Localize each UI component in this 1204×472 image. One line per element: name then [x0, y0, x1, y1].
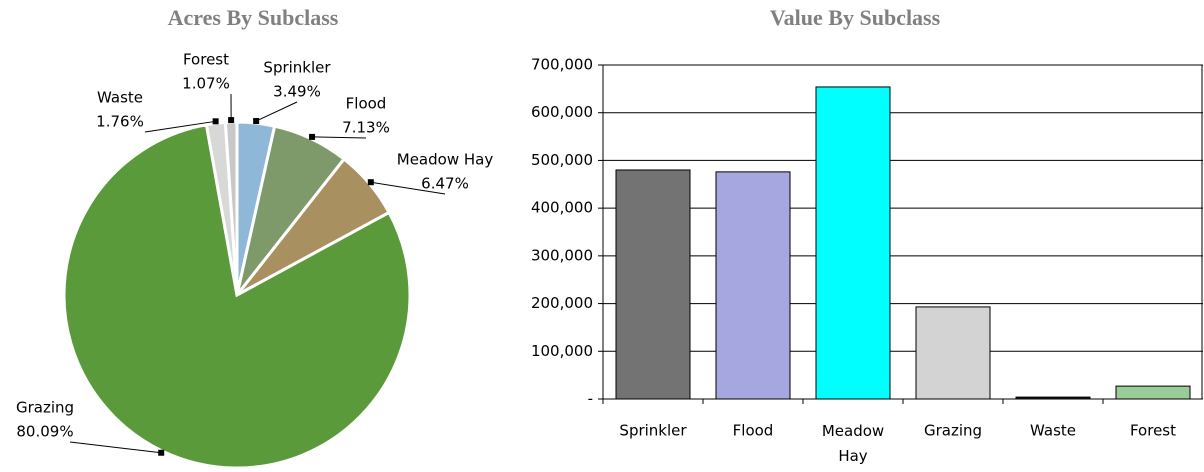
y-tick-label: 500,000 [531, 151, 593, 169]
y-tick-label: 400,000 [531, 199, 593, 217]
leader-dot [158, 449, 165, 456]
bar [915, 306, 991, 400]
pie-value-label: 1.76% [96, 113, 144, 131]
y-tick-label: 300,000 [531, 246, 593, 264]
leader-line [312, 136, 367, 139]
bar [815, 86, 891, 400]
leader-line [144, 120, 216, 133]
bar [1015, 396, 1091, 400]
leader-line [255, 101, 298, 122]
bar [1115, 385, 1191, 400]
pie-label: Grazing [16, 399, 74, 417]
leader-dot [253, 118, 260, 125]
leader-line [370, 181, 446, 195]
y-tick-label: 600,000 [531, 103, 593, 121]
pie-value-label: 7.13% [342, 119, 390, 137]
x-tick-label: Sprinkler [619, 422, 687, 440]
leader-dot [228, 117, 235, 124]
pie-value-label: 1.07% [182, 75, 230, 93]
pie-label: Flood [346, 95, 387, 113]
x-tick-label: Meadow Hay [822, 422, 884, 465]
bar [715, 171, 791, 400]
y-tick-label: 100,000 [531, 342, 593, 360]
leader-dot [367, 179, 374, 186]
pie-label: Waste [97, 89, 143, 107]
x-tick-label: Forest [1130, 422, 1176, 440]
pie-label: Meadow Hay [397, 151, 494, 169]
bar-title: Value By Subclass [770, 5, 941, 30]
leader-dot [212, 118, 219, 125]
plot-frame [602, 64, 1203, 400]
y-tick-label: 700,000 [531, 56, 593, 74]
x-tick-label: Waste [1030, 422, 1076, 440]
pie-label: Sprinkler [263, 59, 331, 77]
pie-value-label: 6.47% [421, 175, 469, 193]
pie-label: Forest [183, 51, 229, 69]
leader-line [69, 441, 162, 454]
x-tick-label: Grazing [924, 422, 982, 440]
y-tick-label: - [588, 390, 593, 408]
y-tick-label: 200,000 [531, 294, 593, 312]
pie-value-label: 3.49% [273, 83, 321, 101]
leader-dot [309, 133, 316, 140]
pie-title: Acres By Subclass [168, 5, 339, 30]
bar [615, 169, 691, 400]
x-tick-label: Flood [733, 422, 774, 440]
pie-value-label: 80.09% [16, 423, 73, 441]
